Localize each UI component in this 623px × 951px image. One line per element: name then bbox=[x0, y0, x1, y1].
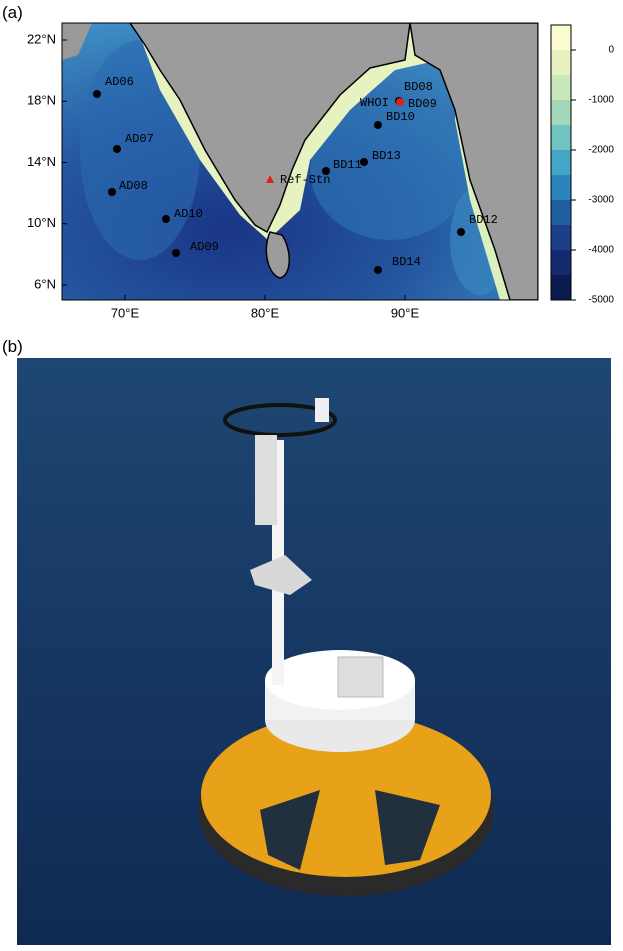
station-dot bbox=[322, 167, 330, 175]
colorbar-band bbox=[551, 225, 571, 250]
colorbar-label: -5000 bbox=[588, 295, 614, 306]
station-label: AD08 bbox=[119, 179, 148, 193]
map-background bbox=[62, 23, 538, 300]
station-label: WHOI bbox=[360, 96, 389, 110]
buoy bbox=[198, 398, 494, 896]
station-triangle bbox=[266, 175, 274, 183]
station-dot bbox=[113, 145, 121, 153]
station-label: Ref-Stn bbox=[280, 173, 330, 187]
panel-label: (b) bbox=[2, 337, 23, 356]
station-dot bbox=[396, 98, 404, 106]
station-label: BD09 bbox=[408, 97, 437, 111]
station-dot bbox=[374, 121, 382, 129]
lat-label: 14°N bbox=[27, 154, 56, 169]
station-label: AD07 bbox=[125, 132, 154, 146]
lon-label: 90°E bbox=[391, 305, 420, 320]
station-label: BD11 bbox=[333, 158, 362, 172]
map-frame bbox=[61, 22, 539, 301]
colorbar-band bbox=[551, 25, 571, 50]
colorbar-band bbox=[551, 175, 571, 200]
station-label: AD06 bbox=[105, 75, 134, 89]
lat-label: 6°N bbox=[34, 276, 56, 291]
colorbar-label: -3000 bbox=[588, 195, 614, 206]
station-label: BD13 bbox=[372, 149, 401, 163]
lat-label: 22°N bbox=[27, 31, 56, 46]
colorbar-frame bbox=[550, 24, 572, 301]
station-dot bbox=[93, 90, 101, 98]
lon-label: 70°E bbox=[111, 305, 140, 320]
panel-label: (a) bbox=[2, 3, 23, 22]
lat-label: 18°N bbox=[27, 93, 56, 108]
colorbar-label: 0 bbox=[608, 45, 614, 56]
station-label: BD14 bbox=[392, 255, 421, 269]
station-label: AD10 bbox=[174, 207, 203, 221]
station-label: BD08 bbox=[404, 80, 433, 94]
station-label: BD12 bbox=[469, 213, 498, 227]
station-dot bbox=[374, 266, 382, 274]
colorbar-label: -1000 bbox=[588, 95, 614, 106]
station-dot bbox=[162, 215, 170, 223]
colorbar-band bbox=[551, 75, 571, 100]
lon-label: 80°E bbox=[251, 305, 280, 320]
colorbar-band bbox=[551, 200, 571, 225]
station-dot bbox=[108, 188, 116, 196]
colorbar-band bbox=[551, 50, 571, 75]
colorbar-band bbox=[551, 100, 571, 125]
colorbar-band bbox=[551, 275, 571, 300]
lat-label: 10°N bbox=[27, 215, 56, 230]
colorbar-band bbox=[551, 150, 571, 175]
colorbar-band bbox=[551, 125, 571, 150]
station-label: BD10 bbox=[386, 110, 415, 124]
station-dot bbox=[457, 228, 465, 236]
colorbar-band bbox=[551, 250, 571, 275]
station-dot bbox=[360, 158, 368, 166]
station-dot bbox=[172, 249, 180, 257]
colorbar-label: -4000 bbox=[588, 245, 614, 256]
colorbar-label: -2000 bbox=[588, 145, 614, 156]
station-label: AD09 bbox=[190, 240, 219, 254]
